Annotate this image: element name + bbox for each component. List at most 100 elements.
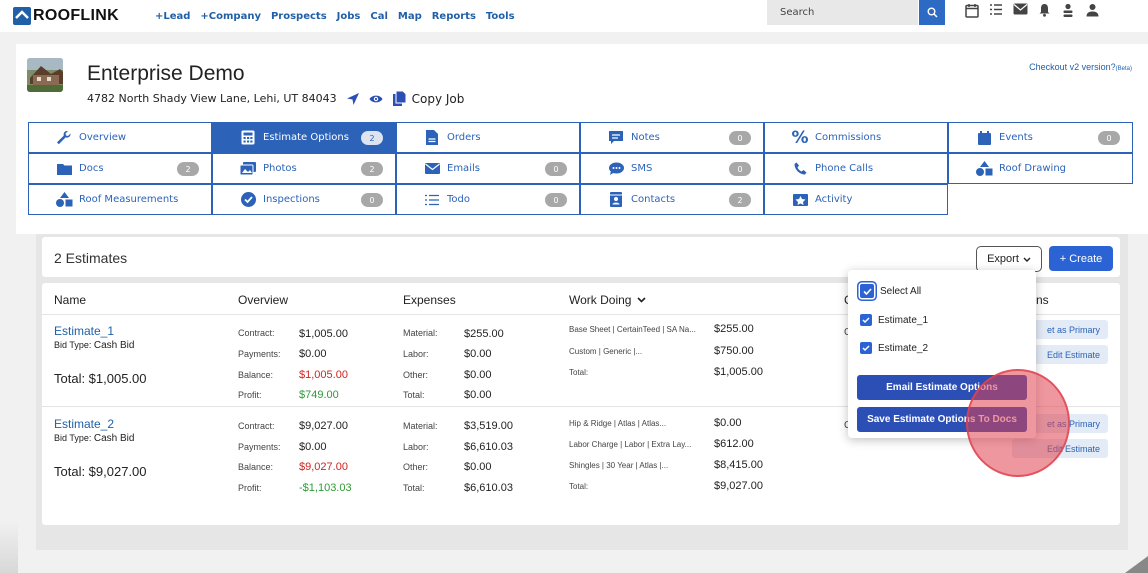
export-button[interactable]: Export: [976, 246, 1042, 272]
work-total-label: Total:: [569, 368, 589, 377]
expense-total-label: Total:: [403, 483, 425, 493]
top-navbar: ROOFLINK +Lead +Company Prospects Jobs C…: [0, 0, 1148, 32]
checkout-v2-link[interactable]: Checkout v2 version?(Beta): [1029, 62, 1132, 72]
calendar-icon: [973, 130, 995, 145]
tab-badge: 0: [545, 162, 567, 176]
tab-roof-drawing[interactable]: Roof Drawing: [948, 153, 1133, 184]
labor-label: Labor:: [403, 442, 429, 452]
tab-badge: 2: [361, 131, 383, 145]
mail-icon[interactable]: [1008, 3, 1032, 18]
nav-cal[interactable]: Cal: [370, 10, 388, 22]
tab-roof-measurements[interactable]: Roof Measurements: [28, 184, 212, 215]
search-button[interactable]: [919, 0, 945, 25]
nav-new-lead[interactable]: +Lead: [154, 10, 191, 22]
contact-icon: [605, 192, 627, 207]
checkbox-checked-icon[interactable]: [860, 342, 872, 354]
chat-icon: [605, 162, 627, 175]
nav-tools[interactable]: Tools: [485, 10, 515, 22]
tab-emails[interactable]: Emails 0: [396, 153, 580, 184]
user-icon[interactable]: [1080, 3, 1104, 18]
tab-notes[interactable]: Notes 0: [580, 122, 764, 153]
activity-icon: [789, 193, 811, 206]
document-icon: [421, 130, 443, 145]
profit-value: -$1,103.03: [299, 482, 352, 494]
logo-mark-icon: [13, 7, 31, 25]
header-name: Name: [54, 293, 87, 307]
select-all-option[interactable]: Select All: [860, 284, 921, 298]
checkbox-checked-icon[interactable]: [860, 314, 872, 326]
work-total-label: Total:: [569, 482, 589, 491]
navigate-arrow-icon[interactable]: [346, 92, 360, 106]
create-estimate-button[interactable]: + Create: [1049, 246, 1113, 271]
tab-events[interactable]: Events 0: [948, 122, 1133, 153]
payments-label: Payments:: [238, 349, 281, 359]
work-total-amount: $1,005.00: [714, 366, 763, 378]
estimate-name-link[interactable]: Estimate_1: [54, 324, 115, 338]
edit-estimate-button[interactable]: Edit Estimate: [1012, 345, 1108, 364]
logo-text: ROOFLINK: [33, 7, 119, 24]
tab-sms[interactable]: SMS 0: [580, 153, 764, 184]
set-as-primary-button[interactable]: et as Primary: [1012, 320, 1108, 339]
percent-icon: %: [791, 127, 809, 148]
tab-label: Activity: [815, 194, 853, 205]
tab-orders[interactable]: Orders: [396, 122, 580, 153]
rooflink-logo[interactable]: ROOFLINK: [13, 7, 119, 25]
copy-job-button[interactable]: Copy Job: [392, 90, 464, 107]
job-photo-thumbnail[interactable]: [27, 58, 63, 92]
search-icon: [927, 7, 938, 18]
estimate-option[interactable]: Estimate_2: [860, 342, 928, 354]
tab-contacts[interactable]: Contacts 2: [580, 184, 764, 215]
list-icon[interactable]: [984, 3, 1008, 18]
tab-label: Emails: [447, 163, 480, 174]
click-indicator: [966, 369, 1070, 477]
estimate-name-link[interactable]: Estimate_2: [54, 417, 115, 431]
users-icon[interactable]: [1056, 3, 1080, 18]
bid-type: Bid Type: Cash Bid: [54, 340, 134, 351]
search-input[interactable]: Search: [767, 0, 918, 25]
bell-icon[interactable]: [1032, 3, 1056, 18]
work-item-desc: Custom | Generic |...: [569, 347, 643, 356]
estimate-total: Total: $1,005.00: [54, 371, 147, 386]
header-work-doing[interactable]: Work Doing: [569, 293, 647, 307]
profit-value: $749.00: [299, 389, 339, 401]
wrench-icon: [53, 130, 75, 145]
tab-commissions[interactable]: % Commissions: [764, 122, 948, 153]
balance-value: $9,027.00: [299, 461, 348, 473]
calculator-icon: [237, 130, 259, 145]
tab-badge: 0: [1098, 131, 1120, 145]
chevron-down-icon: [1023, 257, 1031, 262]
nav-jobs[interactable]: Jobs: [336, 10, 361, 22]
tab-todo[interactable]: Todo 0: [396, 184, 580, 215]
tab-photos[interactable]: Photos 2: [212, 153, 396, 184]
payments-label: Payments:: [238, 442, 281, 452]
tab-estimate-options[interactable]: Estimate Options 2: [212, 122, 396, 153]
shapes-icon: [973, 161, 995, 176]
tab-overview[interactable]: Overview: [28, 122, 212, 153]
tab-docs[interactable]: Docs 2: [28, 153, 212, 184]
nav-prospects[interactable]: Prospects: [270, 10, 327, 22]
eye-icon[interactable]: [369, 94, 383, 104]
tab-label: Orders: [447, 132, 481, 143]
tab-label: Todo: [447, 194, 470, 205]
estimate-option-label: Estimate_2: [878, 342, 929, 354]
tab-label: Photos: [263, 163, 297, 174]
header-actions: ns: [1036, 293, 1049, 307]
calendar-icon[interactable]: [960, 3, 984, 18]
labor-value: $0.00: [464, 348, 492, 360]
balance-label: Balance:: [238, 462, 274, 472]
shapes-icon: [53, 192, 75, 207]
phone-icon: [789, 162, 811, 175]
nav-reports[interactable]: Reports: [431, 10, 476, 22]
header-overview: Overview: [238, 293, 289, 307]
tab-label: SMS: [631, 163, 653, 174]
checkbox-checked-icon[interactable]: [860, 284, 874, 298]
nav-new-company[interactable]: +Company: [200, 10, 261, 22]
estimate-option[interactable]: Estimate_1: [860, 314, 928, 326]
tab-phone-calls[interactable]: Phone Calls: [764, 153, 948, 184]
checkout-v2-text: Checkout v2 version?: [1029, 62, 1116, 72]
tab-inspections[interactable]: Inspections 0: [212, 184, 396, 215]
tab-activity[interactable]: Activity: [764, 184, 948, 215]
nav-map[interactable]: Map: [397, 10, 422, 22]
tab-badge: 0: [729, 162, 751, 176]
row-col-c: C: [844, 420, 851, 431]
